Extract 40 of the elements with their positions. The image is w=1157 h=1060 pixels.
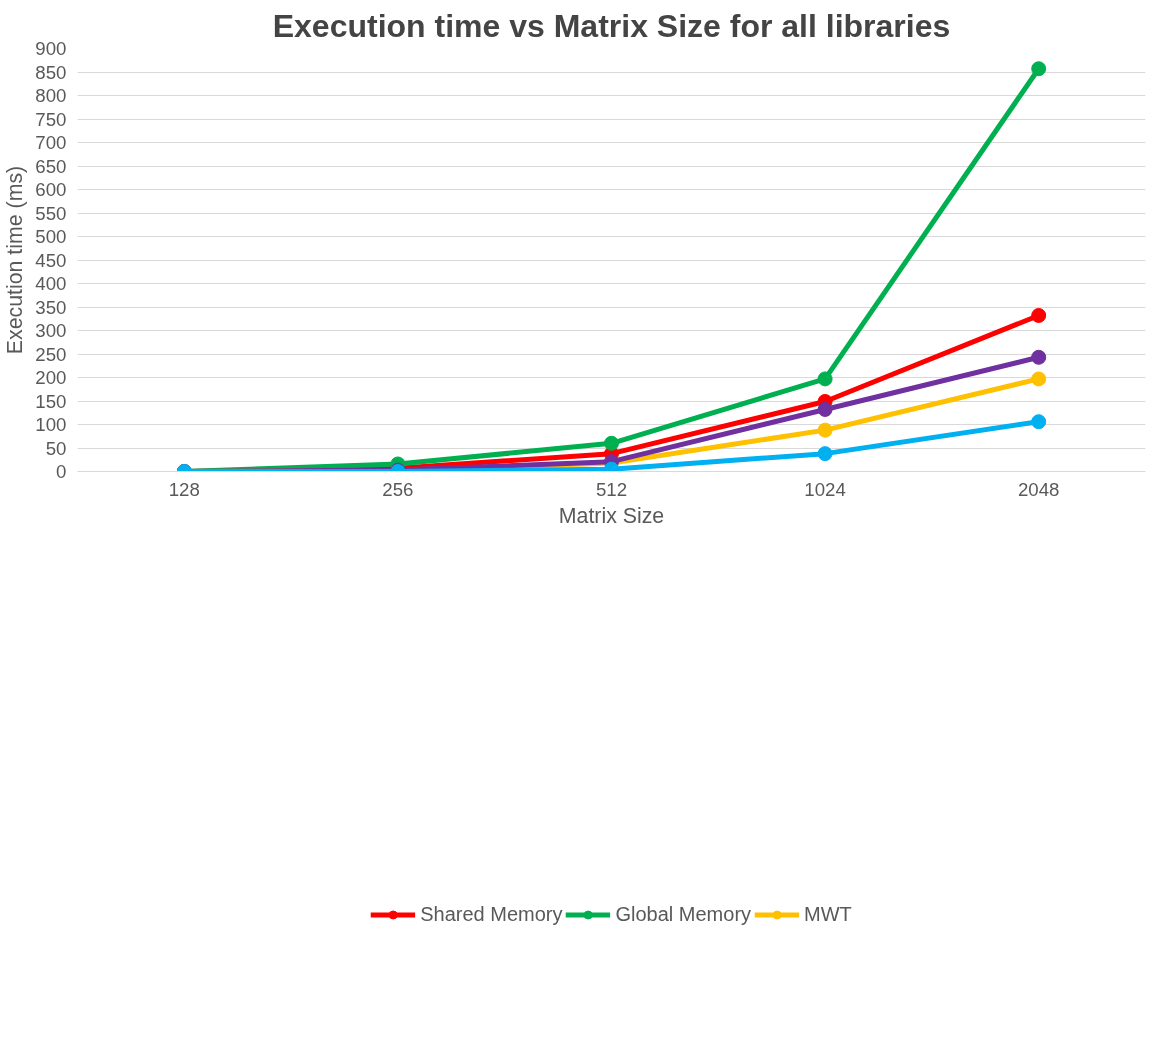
point [1031, 61, 1047, 77]
y-tick-label: 100 [35, 414, 67, 435]
point [817, 422, 833, 438]
y-tick-label: 200 [35, 367, 67, 388]
y-axis-title: Execution time (ms) [3, 165, 28, 355]
x-tick-label: 1024 [804, 478, 846, 500]
y-tick-label: 250 [35, 343, 67, 365]
y-tick-label: 150 [35, 390, 67, 412]
x-tick-label: 2048 [1017, 478, 1060, 500]
y-tick-label: 450 [35, 249, 67, 271]
chart-title: Execution time vs Matrix Size for all libraries [272, 7, 951, 44]
y-tick-label: 500 [35, 226, 67, 247]
legend-label: Shared Memory [420, 902, 563, 926]
point [604, 435, 619, 451]
point [1031, 349, 1047, 365]
y-tick-label: 350 [35, 296, 67, 318]
y-tick-label: 600 [35, 179, 67, 200]
x-tick-label: 512 [595, 478, 628, 500]
legend-label: MWT [804, 902, 852, 926]
y-tick-label: 900 [35, 38, 67, 59]
y-tick-label: 0 [56, 461, 67, 482]
y-tick-label: 50 [45, 437, 67, 459]
y-tick-label: 550 [35, 202, 67, 224]
legend-label: Global Memory [615, 902, 752, 926]
x-tick-label: 256 [382, 478, 414, 500]
point [1031, 414, 1047, 430]
point [1031, 307, 1047, 323]
y-tick-label: 400 [35, 273, 67, 294]
point [817, 446, 833, 462]
point [1031, 371, 1047, 387]
y-tick-label: 750 [35, 108, 67, 130]
x-tick-label: 128 [168, 478, 200, 500]
y-tick-label: 850 [35, 61, 67, 83]
y-tick-label: 300 [35, 320, 67, 341]
y-tick-label: 800 [35, 85, 67, 106]
x-axis-title: Matrix Size [558, 503, 665, 528]
point [817, 371, 833, 387]
y-tick-label: 650 [35, 155, 67, 177]
point [817, 401, 833, 417]
y-tick-label: 700 [35, 132, 67, 153]
